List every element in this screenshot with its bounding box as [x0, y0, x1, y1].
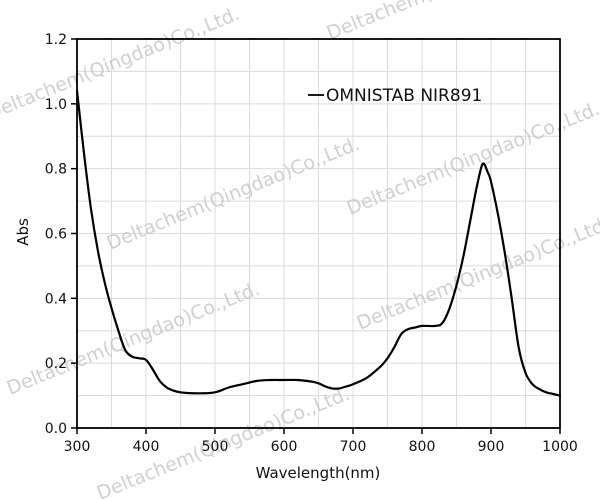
watermark-text: Deltachem(Qingdao)Co.,Ltd. — [324, 0, 583, 45]
x-tick-label: 900 — [478, 439, 505, 455]
y-tick-label: 0.6 — [45, 227, 67, 243]
x-axis-title: Wavelength(nm) — [256, 464, 381, 482]
legend: OMNISTAB NIR891 — [308, 86, 482, 106]
x-tick-label: 1000 — [542, 439, 578, 455]
legend-label: OMNISTAB NIR891 — [326, 86, 482, 106]
y-axis: 0.0 0.2 0.4 0.6 0.8 1.0 1.2 — [45, 32, 77, 437]
x-tick-label: 500 — [202, 439, 229, 455]
watermark-text: Deltachem(Qingdao)Co.,Ltd. — [0, 3, 243, 125]
y-tick-label: 0.4 — [45, 291, 67, 307]
y-tick-label: 0.2 — [45, 356, 67, 372]
series-line-omnistab-nir891 — [75, 89, 562, 397]
y-tick-label: 1.0 — [45, 97, 67, 113]
x-tick-label: 700 — [340, 439, 367, 455]
x-axis: 300 400 500 600 700 800 900 1000 — [64, 428, 578, 455]
watermark-text: Deltachem(Qingdao)Co.,Ltd. — [354, 213, 600, 335]
y-axis-title: Abs — [14, 218, 32, 246]
x-tick-label: 600 — [271, 439, 298, 455]
y-tick-label: 0.0 — [45, 421, 67, 437]
y-tick-label: 0.8 — [45, 162, 67, 178]
x-tick-label: 300 — [64, 439, 91, 455]
grid-lines — [77, 39, 560, 428]
y-tick-label: 1.2 — [45, 32, 67, 48]
x-tick-label: 400 — [133, 439, 160, 455]
watermark-text: Deltachem(Qingdao)Co.,Ltd. — [4, 278, 263, 400]
x-tick-label: 800 — [409, 439, 436, 455]
watermark-text: Deltachem(Qingdao)Co.,Ltd. — [104, 133, 363, 255]
